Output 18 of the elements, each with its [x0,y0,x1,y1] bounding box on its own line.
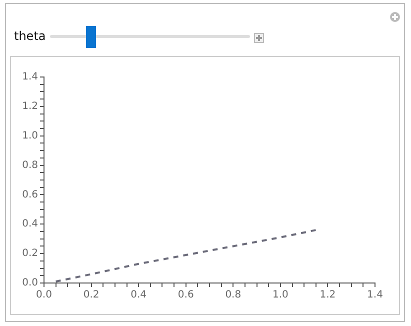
x-tick-label: 0.6 [178,290,194,301]
x-tick-label: 1.2 [320,290,336,301]
line-series [54,229,317,283]
x-tick-label: 0.0 [36,290,52,301]
x-tick-label: 1.0 [272,290,288,301]
x-tick-label: 0.2 [83,290,100,301]
y-tick-label: 0.8 [22,160,38,171]
y-tick-label: 1.4 [22,72,38,83]
x-tick-label: 1.4 [367,290,383,301]
y-tick-label: 0.6 [22,189,38,200]
x-tick-label: 0.4 [130,290,147,301]
text: theta [14,29,46,43]
y-tick-label: 1.2 [22,101,38,112]
y-tick-label: 0.0 [22,278,38,289]
x-tick-label: 0.8 [225,290,242,301]
y-tick-label: 0.2 [22,248,38,260]
y-tick-label: 0.4 [22,218,38,230]
y-tick-label: 1.0 [22,130,38,142]
